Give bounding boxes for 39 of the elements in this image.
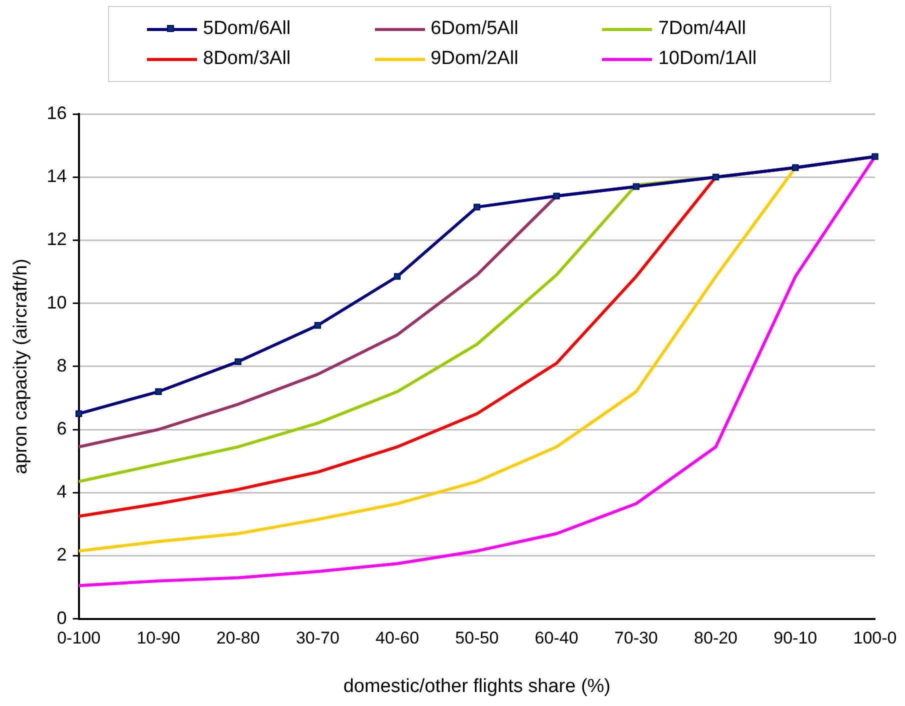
point [474, 204, 480, 210]
y-tick-label: 10 [46, 292, 67, 312]
x-tick-label: 70-30 [614, 628, 658, 648]
y-tick-label: 16 [46, 102, 67, 123]
legend-label: 9Dom/2All [430, 48, 518, 70]
y-tick-label: 12 [46, 229, 67, 250]
x-tick-label: 90-10 [774, 628, 818, 648]
point [75, 410, 82, 418]
x-tick-label: 60-40 [534, 628, 578, 648]
y-tick-label: 6 [56, 418, 67, 438]
y-axis-title: apron capacity (aircraft/h) [10, 258, 32, 474]
x-tick-label: 30-70 [296, 628, 340, 648]
point [314, 322, 322, 329]
legend-label: 10Dom/1All [658, 48, 757, 70]
x-tick-label: 80-20 [694, 628, 738, 648]
point [394, 273, 401, 280]
legend-label: 6Dom/5All [430, 18, 518, 40]
y-tick-label: 14 [46, 166, 67, 186]
point [712, 174, 720, 180]
point [553, 192, 560, 200]
legend-label: 8Dom/3All [203, 48, 291, 70]
point [234, 358, 242, 365]
point [632, 183, 640, 190]
legend-label: 7Dom/4All [658, 18, 746, 40]
x-tick-label: 10-90 [136, 628, 180, 648]
point [792, 164, 799, 171]
point [155, 388, 162, 395]
y-tick-label: 8 [56, 355, 67, 376]
x-tick-label: 0-100 [57, 628, 101, 648]
legend-label: 5Dom/6All [203, 18, 291, 40]
x-tick-label: 50-50 [455, 628, 499, 648]
point [872, 153, 878, 160]
x-tick-label: 40-60 [376, 628, 420, 648]
y-tick-label: 0 [56, 608, 67, 628]
x-axis-title: domestic/other flights share (%) [343, 676, 610, 697]
y-tick-label: 4 [56, 482, 67, 502]
x-tick-label: 20-80 [216, 628, 260, 648]
y-tick-label: 2 [56, 544, 67, 565]
x-tick-label: 100-0 [853, 628, 897, 648]
